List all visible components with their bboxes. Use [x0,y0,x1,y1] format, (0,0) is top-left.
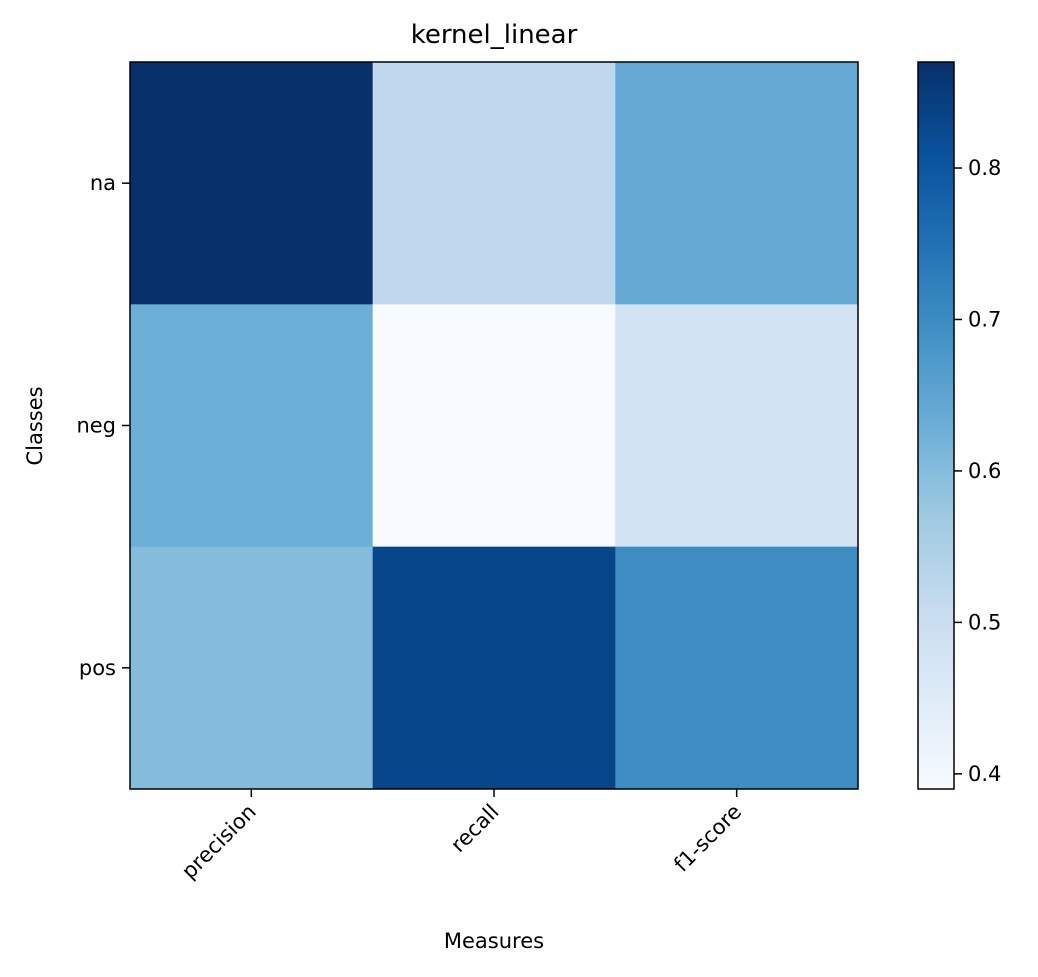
y-axis-title: Classes [23,386,47,465]
heatmap-cell-neg-f1-score [615,304,859,548]
y-tick-label: pos [79,656,116,680]
heatmap-cell-na-recall [372,62,616,305]
x-tick-label: f1-score [669,800,746,877]
colorbar-tick-label: 0.5 [968,610,1001,634]
heatmap-cell-neg-precision [130,304,374,548]
heatmap-cell-pos-recall [372,546,616,790]
x-tick-label: precision [177,800,261,884]
colorbar-tick-label: 0.6 [968,459,1001,483]
heatmap-cell-pos-f1-score [615,546,859,790]
colorbar-frame [917,61,955,790]
colorbar-tick-label: 0.7 [968,307,1001,331]
y-axis-ticks: na neg pos [76,171,130,680]
colorbar-tick-label: 0.8 [968,156,1001,180]
x-axis-ticks: precision recall f1-score [177,789,746,884]
y-tick-label: na [90,171,116,195]
heatmap-cell-pos-precision [130,546,374,790]
colorbar-tick-label: 0.4 [968,762,1001,786]
heatmap-cells [130,62,859,790]
heatmap-cell-neg-recall [372,304,616,548]
chart-title: kernel_linear [411,20,578,50]
x-axis-title: Measures [444,929,544,953]
x-tick-label: recall [446,800,503,857]
heatmap-cell-na-f1-score [615,62,859,305]
y-tick-label: neg [76,414,116,438]
heatmap-cell-na-precision [130,62,374,305]
colorbar: 0.4 0.5 0.6 0.7 0.8 [917,61,1001,790]
colorbar-gradient [918,62,954,789]
